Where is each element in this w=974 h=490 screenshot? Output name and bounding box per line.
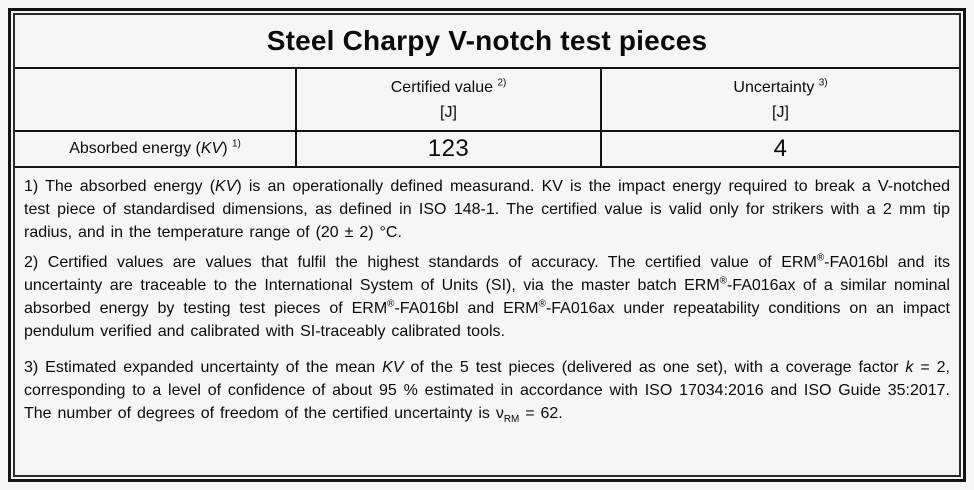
- header-cell-empty: [15, 69, 295, 130]
- header-cell-uncertainty: Uncertainty 3) [J]: [600, 69, 959, 130]
- cell-uncertainty: 4: [600, 132, 959, 166]
- uncertainty-label: Uncertainty 3): [733, 77, 828, 96]
- header-cell-certified-value: Certified value 2) [J]: [295, 69, 600, 130]
- certificate-table-frame: Steel Charpy V-notch test pieces Certifi…: [8, 8, 966, 482]
- certified-value-label: Certified value 2): [390, 77, 507, 96]
- table-data-row: Absorbed energy (KV) 1) 123 4: [15, 132, 959, 168]
- table-header-row: Certified value 2) [J] Uncertainty 3) [J…: [15, 69, 959, 132]
- table-title-text: Steel Charpy V-notch test pieces: [266, 25, 708, 56]
- certified-value-number: 123: [427, 135, 470, 162]
- absorbed-energy-label: Absorbed energy (KV) 1): [69, 138, 241, 157]
- footnote-1: 1) The absorbed energy (KV) is an operat…: [24, 178, 951, 241]
- footnote-3: 3) Estimated expanded uncertainty of the…: [24, 359, 950, 426]
- cell-certified-value: 123: [295, 132, 600, 166]
- footnote-2: 2) Certified values are values that fulf…: [24, 252, 951, 340]
- uncertainty-number: 4: [773, 135, 788, 162]
- certified-value-unit: [J]: [440, 103, 457, 121]
- table-title: Steel Charpy V-notch test pieces: [15, 15, 959, 69]
- footnotes-section: 1) The absorbed energy (KV) is an operat…: [15, 168, 959, 475]
- row-label-absorbed-energy: Absorbed energy (KV) 1): [15, 132, 295, 166]
- uncertainty-unit: [J]: [772, 103, 789, 121]
- certificate-table: Steel Charpy V-notch test pieces Certifi…: [13, 13, 961, 477]
